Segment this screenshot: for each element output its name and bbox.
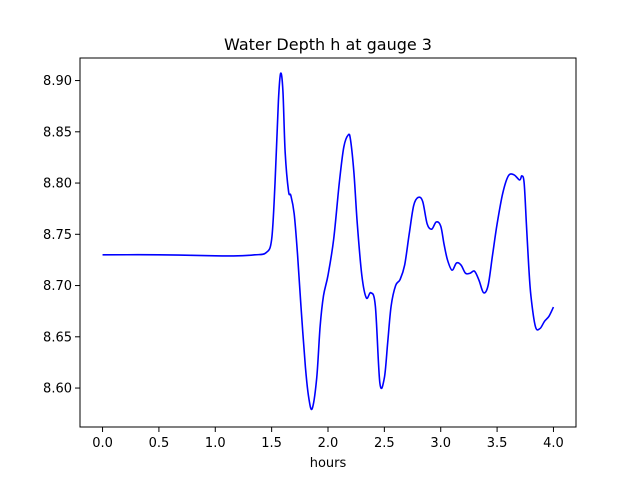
y-tick-label: 8.65 (43, 330, 72, 345)
x-tick-label: 0.5 (149, 436, 170, 451)
y-tick-label: 8.80 (43, 177, 72, 192)
x-tick-label: 2.0 (318, 436, 339, 451)
x-tick-label: 1.5 (261, 436, 282, 451)
y-tick-label: 8.60 (43, 382, 72, 397)
y-tick-label: 8.70 (43, 279, 72, 294)
x-tick-label: 3.5 (487, 436, 508, 451)
y-axis: 8.60 8.65 8.70 8.75 8.80 8.85 8.90 (43, 74, 80, 397)
x-axis-label: hours (310, 456, 347, 471)
x-tick-label: 4.0 (543, 436, 564, 451)
x-tick-label: 3.0 (430, 436, 451, 451)
y-tick-label: 8.75 (43, 228, 72, 243)
series-line (102, 72, 555, 411)
x-tick-label: 1.0 (205, 436, 226, 451)
y-tick-label: 8.85 (43, 125, 72, 140)
x-tick-label: 2.5 (374, 436, 395, 451)
x-axis: 0.0 0.5 1.0 1.5 2.0 2.5 3.0 3.5 4.0 (92, 427, 564, 451)
chart-title: Water Depth h at gauge 3 (224, 35, 432, 54)
x-tick-label: 0.0 (92, 436, 113, 451)
y-tick-label: 8.90 (43, 74, 72, 89)
